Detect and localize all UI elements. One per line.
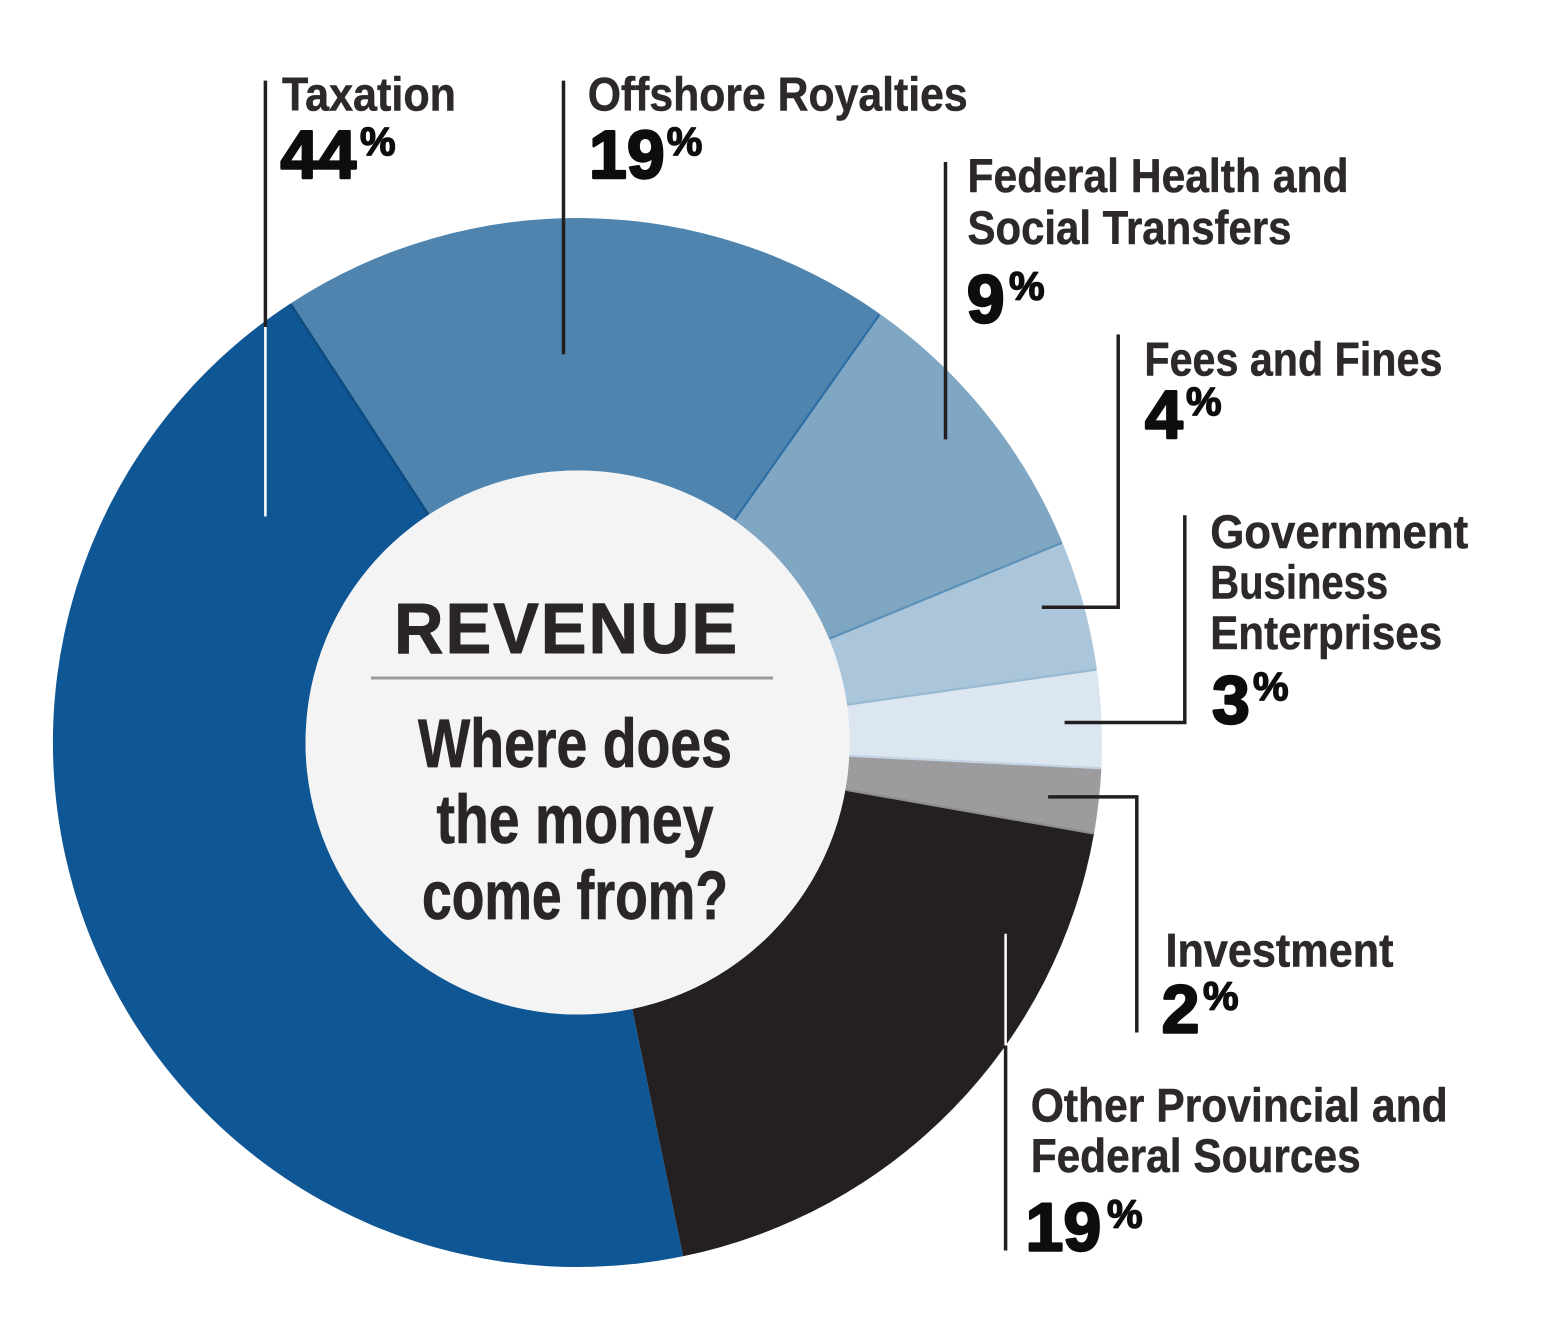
svg-text:%: % <box>360 120 396 164</box>
svg-text:3: 3 <box>1212 662 1250 738</box>
svg-text:%: % <box>667 120 703 164</box>
svg-text:Enterprises: Enterprises <box>1210 606 1442 659</box>
svg-text:%: % <box>1009 265 1045 309</box>
svg-text:%: % <box>1186 380 1222 424</box>
svg-text:Other Provincial and: Other Provincial and <box>1031 1078 1448 1131</box>
svg-text:4: 4 <box>1145 377 1183 453</box>
svg-text:44: 44 <box>281 117 357 193</box>
svg-text:Offshore Royalties: Offshore Royalties <box>588 68 968 121</box>
svg-text:Fees and Fines: Fees and Fines <box>1144 333 1442 386</box>
svg-text:Where does: Where does <box>418 705 732 782</box>
svg-text:2: 2 <box>1162 971 1200 1047</box>
svg-text:Government: Government <box>1210 505 1468 558</box>
svg-text:Business: Business <box>1210 555 1388 608</box>
svg-text:19: 19 <box>589 117 665 193</box>
svg-text:Social Transfers: Social Transfers <box>968 201 1292 254</box>
svg-text:Investment: Investment <box>1166 924 1394 977</box>
svg-text:the money: the money <box>437 781 714 858</box>
svg-text:%: % <box>1107 1193 1143 1237</box>
svg-text:REVENUE: REVENUE <box>394 590 739 669</box>
svg-text:Taxation: Taxation <box>282 68 456 121</box>
svg-text:come from?: come from? <box>422 857 728 934</box>
svg-text:%: % <box>1253 665 1289 709</box>
svg-text:19: 19 <box>1026 1190 1102 1266</box>
svg-text:9: 9 <box>967 262 1005 338</box>
svg-text:%: % <box>1203 974 1239 1018</box>
svg-text:Federal Sources: Federal Sources <box>1031 1129 1361 1182</box>
svg-text:Federal Health and: Federal Health and <box>968 149 1349 202</box>
